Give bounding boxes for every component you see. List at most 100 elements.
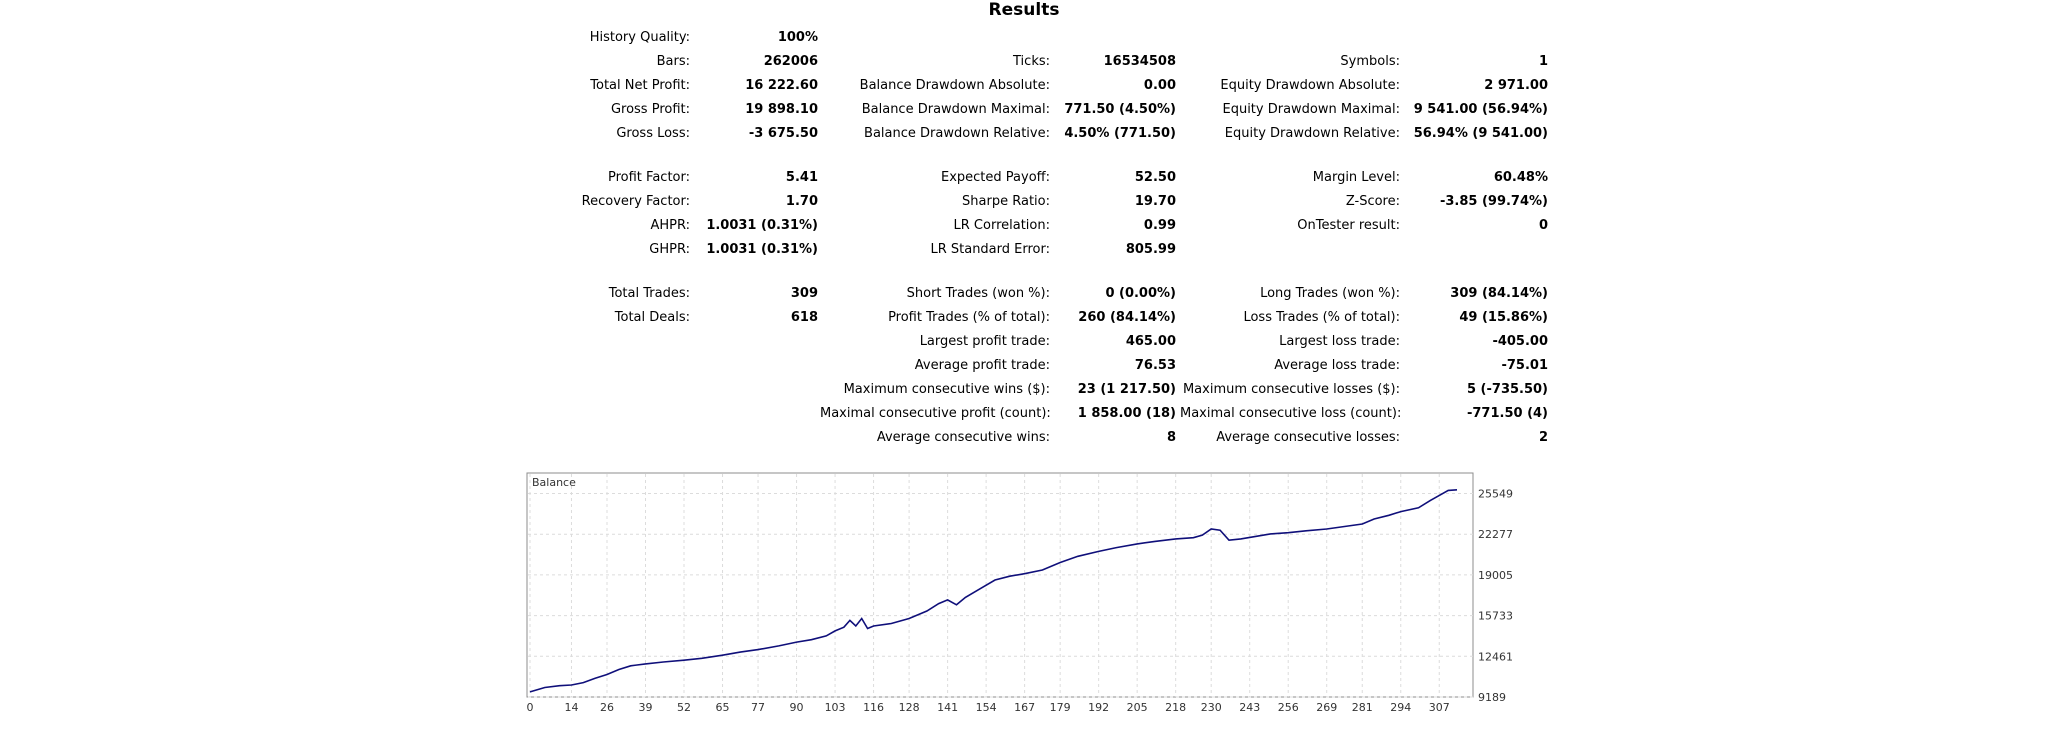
stat-label: Maximal consecutive profit (count):	[820, 406, 1051, 421]
x-tick-label: 26	[600, 701, 614, 714]
chart-frame	[526, 472, 1474, 698]
stat-row: Balance Drawdown Maximal: 771.50 (4.50%)	[0, 100, 2048, 120]
x-tick-label: 39	[639, 701, 653, 714]
stat-row: History Quality: 100%	[0, 28, 2048, 48]
stat-value: 9 541.00 (56.94%)	[1413, 102, 1548, 117]
stat-row: AHPR: 1.0031 (0.31%)	[0, 216, 2048, 236]
stat-value: 0.00	[1143, 78, 1176, 93]
stat-label: Average consecutive losses:	[1216, 430, 1400, 445]
y-tick-label: 9189	[1478, 691, 1506, 704]
stat-row: OnTester result: 0	[0, 216, 2048, 236]
stat-label: Profit Factor:	[608, 170, 690, 185]
x-tick-label: 256	[1278, 701, 1299, 714]
x-tick-label: 218	[1165, 701, 1186, 714]
stat-value: -3 675.50	[748, 126, 818, 141]
stat-value: 262006	[763, 54, 818, 69]
stat-value: 16 222.60	[745, 78, 818, 93]
y-tick-label: 22277	[1478, 528, 1513, 541]
stat-value: 2	[1538, 430, 1548, 445]
stat-value: 260 (84.14%)	[1078, 310, 1176, 325]
stat-value: 5.41	[785, 170, 818, 185]
stat-row: Symbols: 1	[0, 52, 2048, 72]
stat-row: Average consecutive wins: 8	[0, 428, 2048, 448]
stat-value: 4.50% (771.50)	[1064, 126, 1176, 141]
stat-label: Expected Payoff:	[941, 170, 1050, 185]
stat-row: Average consecutive losses: 2	[0, 428, 2048, 448]
stat-label: GHPR:	[649, 242, 690, 257]
stat-row: Profit Factor: 5.41	[0, 168, 2048, 188]
stat-row: GHPR: 1.0031 (0.31%)	[0, 240, 2048, 260]
stat-value: -405.00	[1492, 334, 1548, 349]
stat-label: Long Trades (won %):	[1260, 286, 1400, 301]
stat-row: Profit Trades (% of total): 260 (84.14%)	[0, 308, 2048, 328]
stat-label: Loss Trades (% of total):	[1243, 310, 1400, 325]
x-tick-label: 141	[937, 701, 958, 714]
stat-value: 805.99	[1125, 242, 1176, 257]
stat-row: Largest loss trade: -405.00	[0, 332, 2048, 352]
stat-value: 52.50	[1134, 170, 1176, 185]
y-tick-label: 12461	[1478, 650, 1513, 663]
stat-row: Maximum consecutive wins ($): 23 (1 217.5…	[0, 380, 2048, 400]
x-tick-label: 14	[564, 701, 578, 714]
x-tick-label: 294	[1390, 701, 1411, 714]
stat-row: Maximal consecutive profit (count): 1 858…	[0, 404, 2048, 424]
x-tick-label: 269	[1316, 701, 1337, 714]
stat-value: 76.53	[1134, 358, 1176, 373]
stat-row: Long Trades (won %): 309 (84.14%)	[0, 284, 2048, 304]
x-tick-label: 128	[899, 701, 920, 714]
stat-row: Equity Drawdown Maximal: 9 541.00 (56.94%…	[0, 100, 2048, 120]
x-tick-label: 65	[716, 701, 730, 714]
stat-label: Profit Trades (% of total):	[888, 310, 1050, 325]
stat-label: Balance Drawdown Absolute:	[859, 78, 1050, 93]
stat-value: 771.50 (4.50%)	[1064, 102, 1176, 117]
stat-row: Balance Drawdown Relative: 4.50% (771.50)	[0, 124, 2048, 144]
stat-label: Total Deals:	[614, 310, 690, 325]
stat-value: 16534508	[1103, 54, 1176, 69]
y-tick-label: 19005	[1478, 569, 1513, 582]
stat-label: OnTester result:	[1297, 218, 1400, 233]
report-title: Results	[988, 0, 1060, 20]
stat-value: 309 (84.14%)	[1450, 286, 1548, 301]
stat-label: History Quality:	[589, 30, 690, 45]
balance-line	[529, 489, 1458, 693]
stat-value: -771.50 (4)	[1466, 406, 1548, 421]
stat-row: Margin Level: 60.48%	[0, 168, 2048, 188]
stat-value: 1	[1538, 54, 1548, 69]
stat-value: 1.0031 (0.31%)	[706, 242, 818, 257]
stat-label: Ticks:	[1013, 54, 1050, 69]
stat-label: Recovery Factor:	[581, 194, 690, 209]
stat-label: Gross Profit:	[610, 102, 690, 117]
stat-row: Short Trades (won %): 0 (0.00%)	[0, 284, 2048, 304]
stat-label: AHPR:	[650, 218, 690, 233]
stat-row: Loss Trades (% of total): 49 (15.86%)	[0, 308, 2048, 328]
stat-row: Sharpe Ratio: 19.70	[0, 192, 2048, 212]
x-tick-label: 90	[790, 701, 804, 714]
stat-value: 5 (-735.50)	[1466, 382, 1548, 397]
stat-row: Average loss trade: -75.01	[0, 356, 2048, 376]
stat-label: LR Correlation:	[953, 218, 1050, 233]
stat-row: Equity Drawdown Relative: 56.94% (9 541.0…	[0, 124, 2048, 144]
stat-label: Maximum consecutive wins ($):	[843, 382, 1050, 397]
results-stats-table: History Quality: 100% Bars: 262006 Ticks: 165…	[0, 28, 2048, 448]
stat-label: Average consecutive wins:	[876, 430, 1050, 445]
stat-row: Recovery Factor: 1.70	[0, 192, 2048, 212]
y-tick-label: 15733	[1478, 610, 1513, 623]
stat-label: Equity Drawdown Maximal:	[1222, 102, 1400, 117]
x-tick-label: 0	[527, 701, 534, 714]
stat-row: Gross Profit: 19 898.10	[0, 100, 2048, 120]
x-tick-label: 307	[1429, 701, 1450, 714]
stat-value: 49 (15.86%)	[1459, 310, 1548, 325]
stat-value: 618	[790, 310, 818, 325]
stat-row: Maximal consecutive loss (count): -771.50…	[0, 404, 2048, 424]
x-tick-label: 179	[1050, 701, 1071, 714]
stat-label: Equity Drawdown Absolute:	[1220, 78, 1400, 93]
stat-value: 1 858.00 (18)	[1077, 406, 1176, 421]
stat-value: 0	[1538, 218, 1548, 233]
stat-row: Gross Loss: -3 675.50	[0, 124, 2048, 144]
stat-value: 1.70	[785, 194, 818, 209]
stat-label: Bars:	[656, 54, 690, 69]
stat-row: Balance Drawdown Absolute: 0.00	[0, 76, 2048, 96]
y-tick-label: 25549	[1478, 488, 1513, 501]
x-tick-label: 77	[751, 701, 765, 714]
